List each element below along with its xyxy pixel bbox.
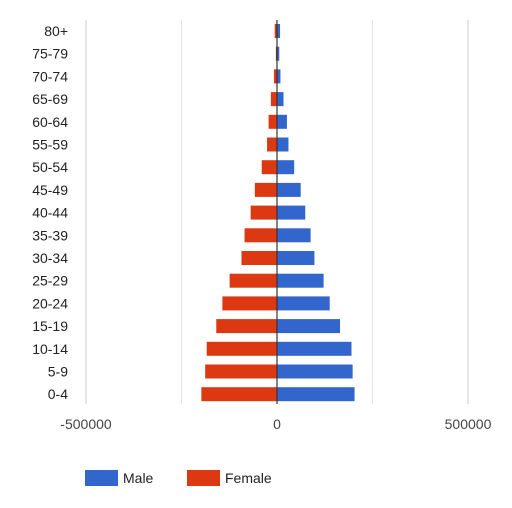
bar-female-35-39[interactable] [244, 228, 277, 243]
bar-female-30-34[interactable] [241, 251, 277, 265]
bar-female-60-64[interactable] [268, 114, 277, 129]
bar-male-15-19[interactable] [277, 319, 341, 334]
category-label: 45-49 [32, 182, 68, 198]
legend-swatch-male [85, 470, 118, 486]
bar-male-60-64[interactable] [277, 114, 287, 129]
x-tick-label: 0 [273, 416, 281, 432]
bar-male-5-9[interactable] [277, 364, 353, 379]
bar-male-40-44[interactable] [277, 205, 306, 220]
category-label: 20-24 [32, 295, 68, 311]
bar-female-55-59[interactable] [267, 137, 277, 152]
x-tick-label: 500000 [445, 416, 492, 432]
bar-female-50-54[interactable] [261, 160, 277, 175]
bar-female-80+[interactable] [274, 24, 277, 38]
bar-male-30-34[interactable] [277, 251, 315, 265]
axis-layer: -500000 0 500000 [60, 20, 492, 432]
legend-label-female: Female [225, 470, 272, 486]
bar-male-65-69[interactable] [277, 92, 284, 107]
category-label: 25-29 [32, 273, 68, 289]
category-label: 10-14 [32, 341, 68, 357]
bar-female-45-49[interactable] [254, 182, 277, 197]
bar-male-45-49[interactable] [277, 182, 301, 197]
category-label: 55-59 [32, 137, 68, 153]
category-label: 5-9 [48, 364, 68, 380]
bar-male-20-24[interactable] [277, 296, 330, 311]
category-label: 80+ [44, 23, 68, 39]
grid-layer [85, 20, 469, 404]
bar-male-70-74[interactable] [277, 69, 281, 84]
category-label: 40-44 [32, 205, 68, 221]
bar-male-0-4[interactable] [277, 387, 355, 402]
bar-male-10-14[interactable] [277, 341, 352, 356]
category-label: 70-74 [32, 68, 68, 84]
legend-label-male: Male [123, 470, 154, 486]
bar-female-5-9[interactable] [205, 364, 277, 379]
bar-male-25-29[interactable] [277, 273, 324, 288]
bar-female-25-29[interactable] [229, 273, 277, 288]
bar-female-15-19[interactable] [216, 319, 277, 334]
bar-layer [201, 24, 355, 402]
category-label: 0-4 [48, 386, 68, 402]
bar-male-55-59[interactable] [277, 137, 289, 152]
bar-female-70-74[interactable] [273, 69, 277, 84]
bar-male-75-79[interactable] [277, 46, 280, 61]
bar-female-40-44[interactable] [250, 205, 277, 220]
category-label: 35-39 [32, 227, 68, 243]
legend: Male Female [85, 470, 272, 486]
category-label: 30-34 [32, 250, 68, 266]
bar-female-65-69[interactable] [270, 92, 277, 107]
category-label: 65-69 [32, 91, 68, 107]
x-tick-label: -500000 [60, 416, 112, 432]
category-label: 50-54 [32, 159, 68, 175]
bar-male-35-39[interactable] [277, 228, 311, 243]
bar-male-80+[interactable] [277, 24, 281, 38]
category-label: 60-64 [32, 114, 68, 130]
bar-female-0-4[interactable] [201, 387, 277, 402]
category-label: 75-79 [32, 46, 68, 62]
label-layer: 80+ 75-79 70-74 65-69 60-64 55-59 50-54 45-49 40… [32, 23, 68, 402]
bar-female-10-14[interactable] [206, 341, 277, 356]
legend-swatch-female [187, 470, 220, 486]
category-label: 15-19 [32, 318, 68, 334]
bar-female-20-24[interactable] [222, 296, 277, 311]
bar-male-50-54[interactable] [277, 160, 295, 175]
